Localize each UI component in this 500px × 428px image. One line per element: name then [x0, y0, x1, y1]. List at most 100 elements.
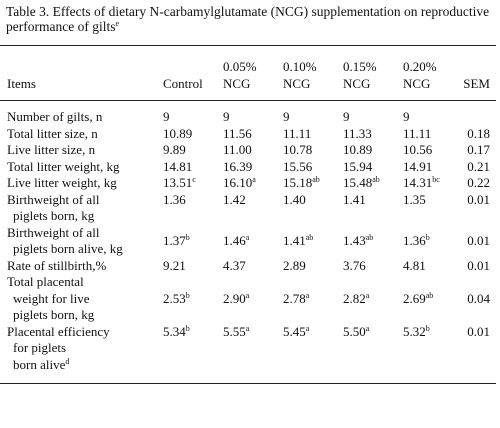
value-cell: 1.36 — [160, 192, 220, 225]
value-text: 13.51 — [163, 175, 193, 190]
header-line: Control — [163, 76, 203, 91]
value-cell: 14.81 — [160, 159, 220, 176]
value-text: 2.89 — [283, 257, 306, 273]
header-line: NCG — [343, 76, 371, 91]
value-sup: a — [305, 323, 310, 333]
table-row: Live litter size, n 9.89 11.00 10.78 10.89 10… — [0, 142, 496, 159]
value-text: 9.89 — [163, 142, 186, 157]
label-text: Birthweight of all — [7, 191, 100, 207]
value-cell: 2.89 — [280, 258, 340, 275]
value-cell: 1.46a — [220, 225, 280, 258]
value-text: 11.00 — [223, 142, 252, 157]
table-body: Number of gilts, n 9 9 9 9 9 Total litter size… — [0, 101, 496, 384]
value-cell: 5.50a — [340, 324, 400, 384]
value-text: 11.11 — [403, 125, 432, 141]
value-text: 4.81 — [403, 257, 426, 273]
value-text: 1.43 — [343, 232, 366, 248]
label-sup: d — [65, 356, 70, 366]
value-sup: b — [185, 323, 190, 333]
value-text: 9 — [283, 109, 290, 124]
sem-text: 0.17 — [467, 142, 490, 157]
table-row: Live litter weight, kg 13.51c 16.10a 15.18a… — [0, 175, 496, 192]
value-text: 11.11 — [283, 125, 312, 141]
value-cell: 1.36b — [400, 225, 460, 258]
value-sup: b — [425, 232, 430, 242]
label-text: Number of gilts, n — [7, 109, 103, 124]
value-cell: 1.42 — [220, 192, 280, 225]
sem-cell: 0.21 — [460, 159, 496, 176]
header-line: NCG — [223, 76, 251, 91]
header-line: 0.05% — [223, 59, 257, 74]
table-row: Total litter weight, kg 14.81 16.39 15.56 15… — [0, 159, 496, 176]
value-text: 5.32 — [403, 323, 426, 339]
value-text: 10.56 — [403, 142, 433, 157]
value-cell: 16.10a — [220, 175, 280, 192]
value-cell: 5.32b — [400, 324, 460, 384]
value-text: 9 — [163, 109, 170, 124]
label-line: Live litter weight, kg — [7, 175, 160, 192]
header-items: Items — [0, 45, 160, 101]
value-sup: ab — [365, 232, 374, 242]
label-line: for piglets — [7, 340, 160, 357]
value-sup: c — [192, 175, 196, 184]
value-cell: 9 — [400, 101, 460, 126]
label-line: Birthweight of all — [7, 225, 160, 242]
value-cell: 9 — [220, 101, 280, 126]
value-sup: ab — [372, 175, 380, 184]
label-text: piglets born alive, kg — [13, 241, 123, 256]
value-cell: 1.35 — [400, 192, 460, 225]
value-text: 10.78 — [283, 142, 313, 157]
value-cell: 15.94 — [340, 159, 400, 176]
value-cell: 15.18ab — [280, 175, 340, 192]
value-cell: 1.41ab — [280, 225, 340, 258]
value-cell: 11.56 — [220, 126, 280, 143]
value-text: 2.82 — [343, 290, 366, 306]
row-label: Total litter weight, kg — [0, 159, 160, 176]
label-text: Placental efficiency — [7, 323, 110, 339]
value-cell: 1.41 — [340, 192, 400, 225]
value-cell: 2.69ab — [400, 274, 460, 324]
value-cell: 10.56 — [400, 142, 460, 159]
label-text: born alive — [13, 356, 66, 372]
value-text: 1.35 — [403, 191, 426, 207]
value-text: 10.89 — [343, 142, 373, 157]
value-cell: 2.90a — [220, 274, 280, 324]
sem-cell: 0.17 — [460, 142, 496, 159]
sem-text: 0.22 — [467, 175, 490, 190]
label-line: piglets born alive, kg — [7, 241, 160, 258]
value-sup: ab — [425, 290, 434, 300]
table-row: Total litter size, n 10.89 11.56 11.11 11.33… — [0, 126, 496, 143]
row-label: Birthweight of all piglets born, kg — [0, 192, 160, 225]
value-sup: b — [185, 290, 190, 300]
label-text: weight for live — [13, 290, 90, 306]
row-label: Rate of stillbirth,% — [0, 258, 160, 275]
value-cell: 11.11 — [280, 126, 340, 143]
header-line: 0.15% — [343, 59, 377, 74]
value-text: 1.46 — [223, 232, 246, 248]
value-text: 1.42 — [223, 191, 246, 207]
caption-sup: e — [115, 19, 120, 28]
value-text: 5.34 — [163, 323, 186, 339]
value-text: 9 — [223, 109, 230, 124]
header-line: 0.20% — [403, 59, 437, 74]
label-text: Rate of stillbirth,% — [7, 257, 107, 273]
label-text: Birthweight of all — [7, 224, 100, 240]
header-cell: Control — [160, 45, 220, 101]
label-line: weight for live — [7, 291, 160, 308]
value-cell: 10.89 — [160, 126, 220, 143]
value-text: 16.10 — [223, 175, 253, 190]
value-text: 15.56 — [283, 158, 313, 174]
value-text: 2.69 — [403, 290, 426, 306]
value-cell: 4.81 — [400, 258, 460, 275]
value-cell: 15.56 — [280, 159, 340, 176]
sem-cell: 0.18 — [460, 126, 496, 143]
value-text: 9.21 — [163, 257, 186, 273]
sem-cell: 0.01 — [460, 225, 496, 258]
header-cell: 0.20% NCG — [400, 45, 460, 101]
value-sup: b — [185, 232, 190, 242]
value-cell: 2.53b — [160, 274, 220, 324]
label-text: piglets born, kg — [13, 208, 95, 223]
sem-text: 0.01 — [467, 257, 490, 273]
value-cell: 5.34b — [160, 324, 220, 384]
label-line: born alived — [7, 357, 160, 374]
